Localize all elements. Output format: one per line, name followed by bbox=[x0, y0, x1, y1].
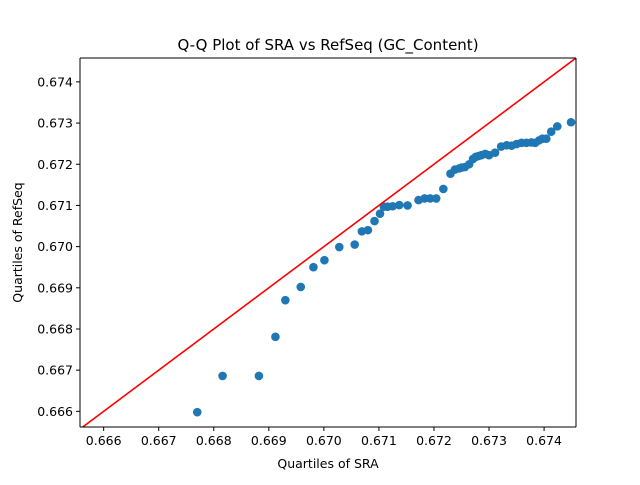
x-tick-label: 0.674 bbox=[526, 433, 562, 448]
scatter-point bbox=[254, 371, 264, 381]
axes-frame bbox=[79, 57, 577, 428]
scatter-point bbox=[566, 117, 576, 127]
scatter-point bbox=[281, 295, 290, 305]
x-tick-label: 0.669 bbox=[251, 433, 287, 448]
scatter-point bbox=[541, 134, 551, 144]
x-axis-ticks: 0.666 0.667 0.668 0.669 0.670 0.671 0.672 0.673… bbox=[86, 427, 562, 448]
scatter-point bbox=[375, 209, 385, 218]
scatter-point bbox=[370, 216, 379, 226]
y-tick-label: 0.672 bbox=[37, 157, 73, 172]
x-axis-label: Quartiles of SRA bbox=[277, 456, 379, 471]
x-tick-label: 0.668 bbox=[196, 433, 232, 448]
y-tick-label: 0.667 bbox=[37, 363, 73, 378]
y-tick-label: 0.671 bbox=[37, 198, 73, 213]
scatter-point bbox=[388, 201, 397, 211]
x-tick-label: 0.672 bbox=[416, 433, 452, 448]
scatter-point bbox=[439, 184, 448, 194]
x-tick-label: 0.671 bbox=[361, 433, 397, 448]
y-tick-label: 0.669 bbox=[37, 280, 73, 295]
scatter-point bbox=[363, 225, 373, 235]
y-tick-label: 0.670 bbox=[37, 239, 73, 254]
scatter-point bbox=[296, 282, 306, 292]
scatter-point bbox=[431, 194, 441, 203]
x-tick-label: 0.673 bbox=[471, 433, 507, 448]
y-tick-label: 0.666 bbox=[37, 404, 73, 419]
scatter-point bbox=[546, 127, 556, 137]
chart-title: Q-Q Plot of SRA vs RefSeq (GC_Content) bbox=[177, 36, 478, 55]
y-axis-label: Quartiles of RefSeq bbox=[10, 182, 25, 302]
scatter-point bbox=[490, 148, 500, 158]
scatter-point bbox=[403, 201, 412, 210]
x-tick-label: 0.667 bbox=[141, 433, 177, 448]
scatter-point bbox=[334, 242, 344, 252]
x-tick-label: 0.666 bbox=[86, 433, 122, 448]
scatter-point bbox=[218, 371, 227, 381]
x-tick-label: 0.670 bbox=[306, 433, 342, 448]
plot-content bbox=[81, 58, 576, 427]
y-tick-label: 0.668 bbox=[37, 321, 73, 336]
scatter-point bbox=[271, 332, 280, 342]
scatter-point bbox=[425, 194, 435, 203]
reference-line bbox=[81, 58, 576, 427]
scatter-point bbox=[309, 262, 318, 272]
scatter-point bbox=[552, 122, 562, 131]
scatter-point bbox=[192, 407, 202, 417]
scatter-point bbox=[394, 200, 404, 210]
scatter-point bbox=[350, 240, 359, 249]
y-axis-ticks: 0.666 0.667 0.668 0.669 0.670 0.671 0.672 0.673… bbox=[37, 74, 80, 419]
y-tick-label: 0.673 bbox=[37, 116, 73, 131]
y-tick-label: 0.674 bbox=[37, 74, 73, 89]
scatter-point bbox=[320, 255, 329, 265]
